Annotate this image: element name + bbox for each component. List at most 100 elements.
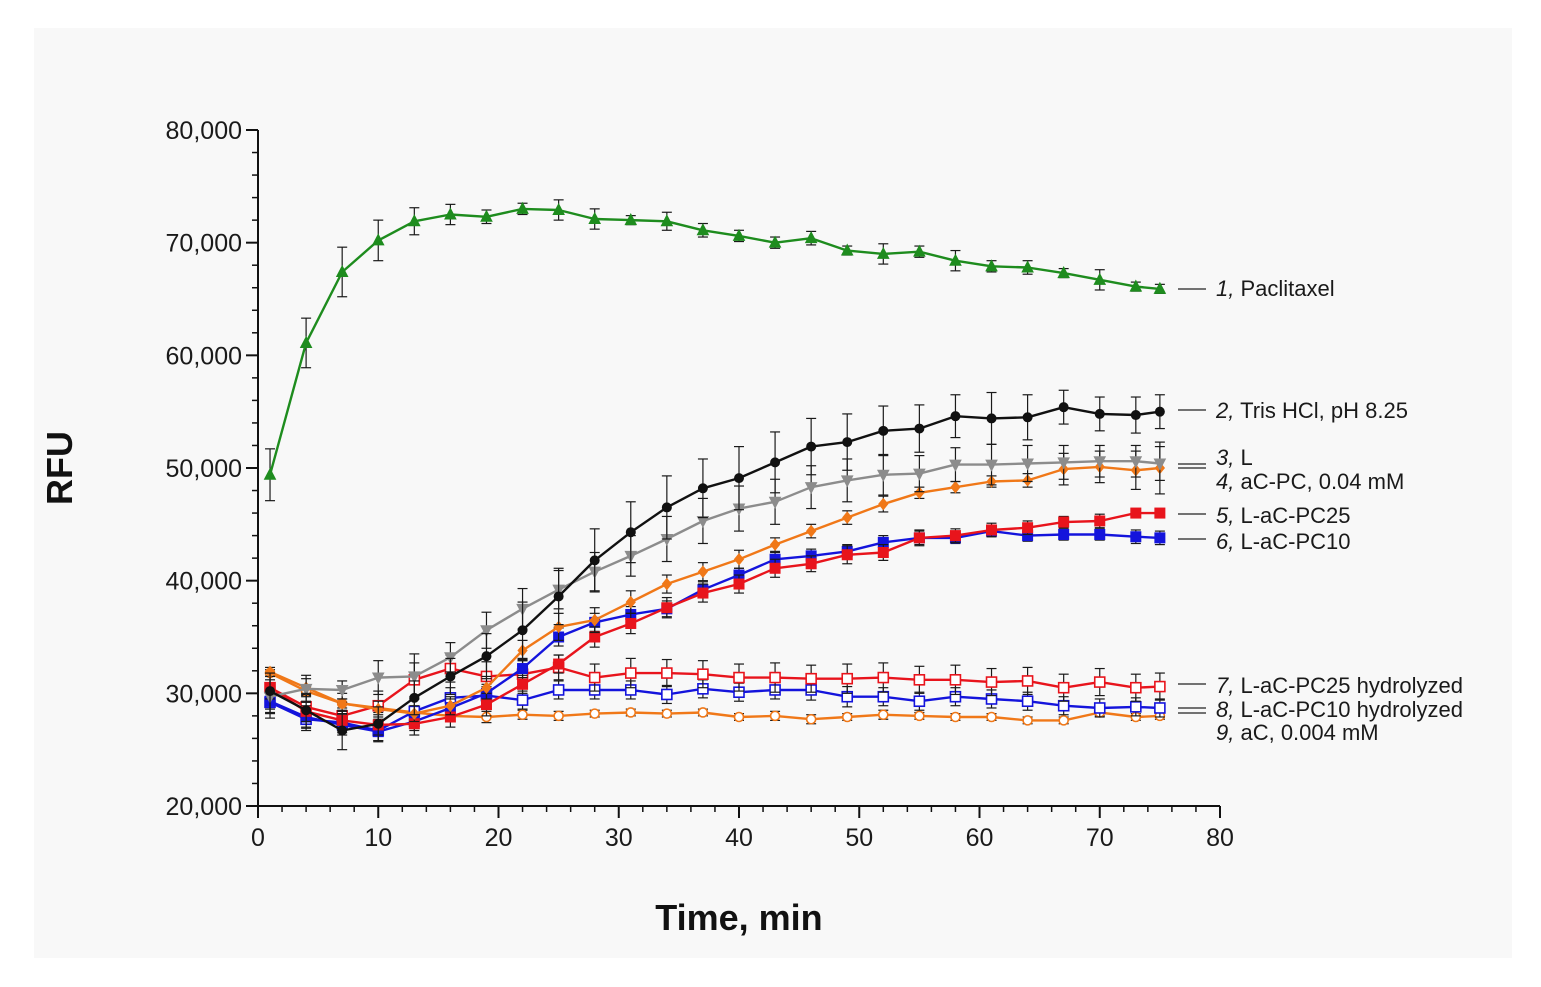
data-point bbox=[696, 223, 710, 236]
legend-number: 3, bbox=[1216, 445, 1234, 470]
data-point bbox=[732, 228, 746, 241]
data-point bbox=[878, 497, 889, 511]
data-point bbox=[804, 482, 818, 495]
data-point bbox=[1130, 681, 1142, 694]
y-axis-title: RFU bbox=[39, 431, 80, 505]
data-point bbox=[1130, 701, 1142, 713]
data-point bbox=[1154, 406, 1165, 417]
data-point bbox=[1153, 281, 1167, 294]
data-point bbox=[589, 613, 600, 627]
data-point bbox=[733, 552, 745, 566]
legend-label-8: 8, L-aC-PC10 hydrolyzed bbox=[1216, 697, 1463, 722]
data-point bbox=[624, 667, 637, 679]
series-4 bbox=[264, 441, 1166, 723]
data-point bbox=[734, 473, 744, 484]
y-tick-label: 60,000 bbox=[166, 342, 242, 370]
data-point bbox=[480, 625, 493, 638]
data-point bbox=[589, 555, 600, 566]
data-point bbox=[661, 602, 673, 614]
legend-label-7: 7, L-aC-PC25 hydrolyzed bbox=[1216, 673, 1463, 698]
ticks: 20,000 30,000 40,000 50,000 60,000 70,000 80,0… bbox=[166, 117, 1234, 852]
data-point bbox=[1154, 532, 1166, 544]
data-point bbox=[1130, 410, 1141, 421]
legend-name: aC, 0.004 mM bbox=[1234, 720, 1378, 745]
data-point bbox=[1093, 702, 1106, 714]
legend-label-3: 3, L bbox=[1216, 445, 1253, 470]
x-tick-label: 60 bbox=[966, 824, 994, 852]
data-point bbox=[697, 565, 709, 578]
data-point bbox=[805, 558, 817, 570]
data-point bbox=[480, 209, 493, 222]
legend-name: Tris HCl, pH 8.25 bbox=[1234, 398, 1408, 423]
data-point bbox=[1022, 412, 1033, 423]
data-point bbox=[1022, 522, 1034, 534]
data-point bbox=[769, 671, 781, 684]
data-point bbox=[263, 467, 277, 480]
data-point bbox=[661, 667, 673, 679]
legend-name: L-aC-PC10 hydrolyzed bbox=[1234, 697, 1463, 722]
legend-name: aC-PC, 0.04 mM bbox=[1234, 469, 1404, 494]
data-point bbox=[841, 549, 853, 561]
data-point bbox=[299, 683, 313, 696]
data-point bbox=[407, 214, 421, 227]
series-line bbox=[269, 460, 1161, 698]
data-point bbox=[589, 708, 601, 719]
data-point bbox=[697, 587, 709, 599]
data-point bbox=[949, 253, 962, 266]
y-tick-label: 70,000 bbox=[166, 230, 242, 258]
legend-number: 6, bbox=[1216, 529, 1234, 554]
data-point bbox=[552, 684, 565, 696]
data-point bbox=[1022, 715, 1033, 726]
data-point bbox=[985, 259, 998, 272]
data-point bbox=[337, 725, 348, 736]
x-tick-label: 10 bbox=[364, 824, 392, 852]
data-point bbox=[913, 468, 926, 481]
data-point bbox=[553, 710, 564, 722]
data-point bbox=[373, 718, 384, 729]
legend-number: 8, bbox=[1216, 697, 1234, 722]
data-point bbox=[516, 201, 529, 214]
series-line bbox=[269, 687, 1160, 732]
data-point bbox=[877, 547, 889, 558]
x-axis-title: Time, min bbox=[655, 897, 822, 938]
x-tick-label: 50 bbox=[845, 824, 873, 852]
data-point bbox=[769, 538, 781, 551]
data-point bbox=[840, 243, 854, 256]
legend-name: L-aC-PC25 hydrolyzed bbox=[1234, 673, 1463, 698]
legend-label-5: 5, L-aC-PC25 bbox=[1216, 503, 1351, 528]
data-point bbox=[697, 483, 708, 494]
y-tick-label: 50,000 bbox=[166, 455, 242, 483]
series-layer bbox=[263, 199, 1167, 751]
data-point bbox=[876, 469, 890, 482]
data-point bbox=[697, 668, 709, 680]
data-point bbox=[1130, 507, 1142, 519]
data-point bbox=[661, 502, 672, 513]
data-point bbox=[588, 211, 602, 225]
data-point bbox=[949, 459, 962, 472]
data-point bbox=[913, 674, 926, 686]
data-point bbox=[949, 674, 962, 686]
data-point bbox=[299, 335, 313, 348]
data-point bbox=[1057, 681, 1070, 694]
data-point bbox=[480, 699, 492, 711]
series-line bbox=[269, 465, 1161, 715]
data-point bbox=[661, 688, 673, 701]
legend-label-6: 6, L-aC-PC10 bbox=[1216, 529, 1351, 554]
data-point bbox=[1094, 528, 1106, 540]
data-point bbox=[769, 710, 781, 722]
data-point bbox=[877, 709, 889, 721]
data-point bbox=[1057, 699, 1070, 712]
legend-name: L-aC-PC10 bbox=[1234, 529, 1350, 554]
legend-name: L bbox=[1234, 445, 1252, 470]
data-point bbox=[1094, 515, 1106, 527]
data-point bbox=[914, 710, 925, 722]
x-tick-label: 20 bbox=[485, 824, 513, 852]
data-point bbox=[625, 527, 636, 538]
data-point bbox=[804, 231, 818, 244]
data-point bbox=[733, 711, 745, 723]
data-point bbox=[517, 663, 529, 675]
y-tick-label: 40,000 bbox=[166, 568, 242, 596]
data-point bbox=[371, 233, 385, 246]
data-point bbox=[1093, 272, 1107, 285]
data-point bbox=[768, 496, 782, 509]
